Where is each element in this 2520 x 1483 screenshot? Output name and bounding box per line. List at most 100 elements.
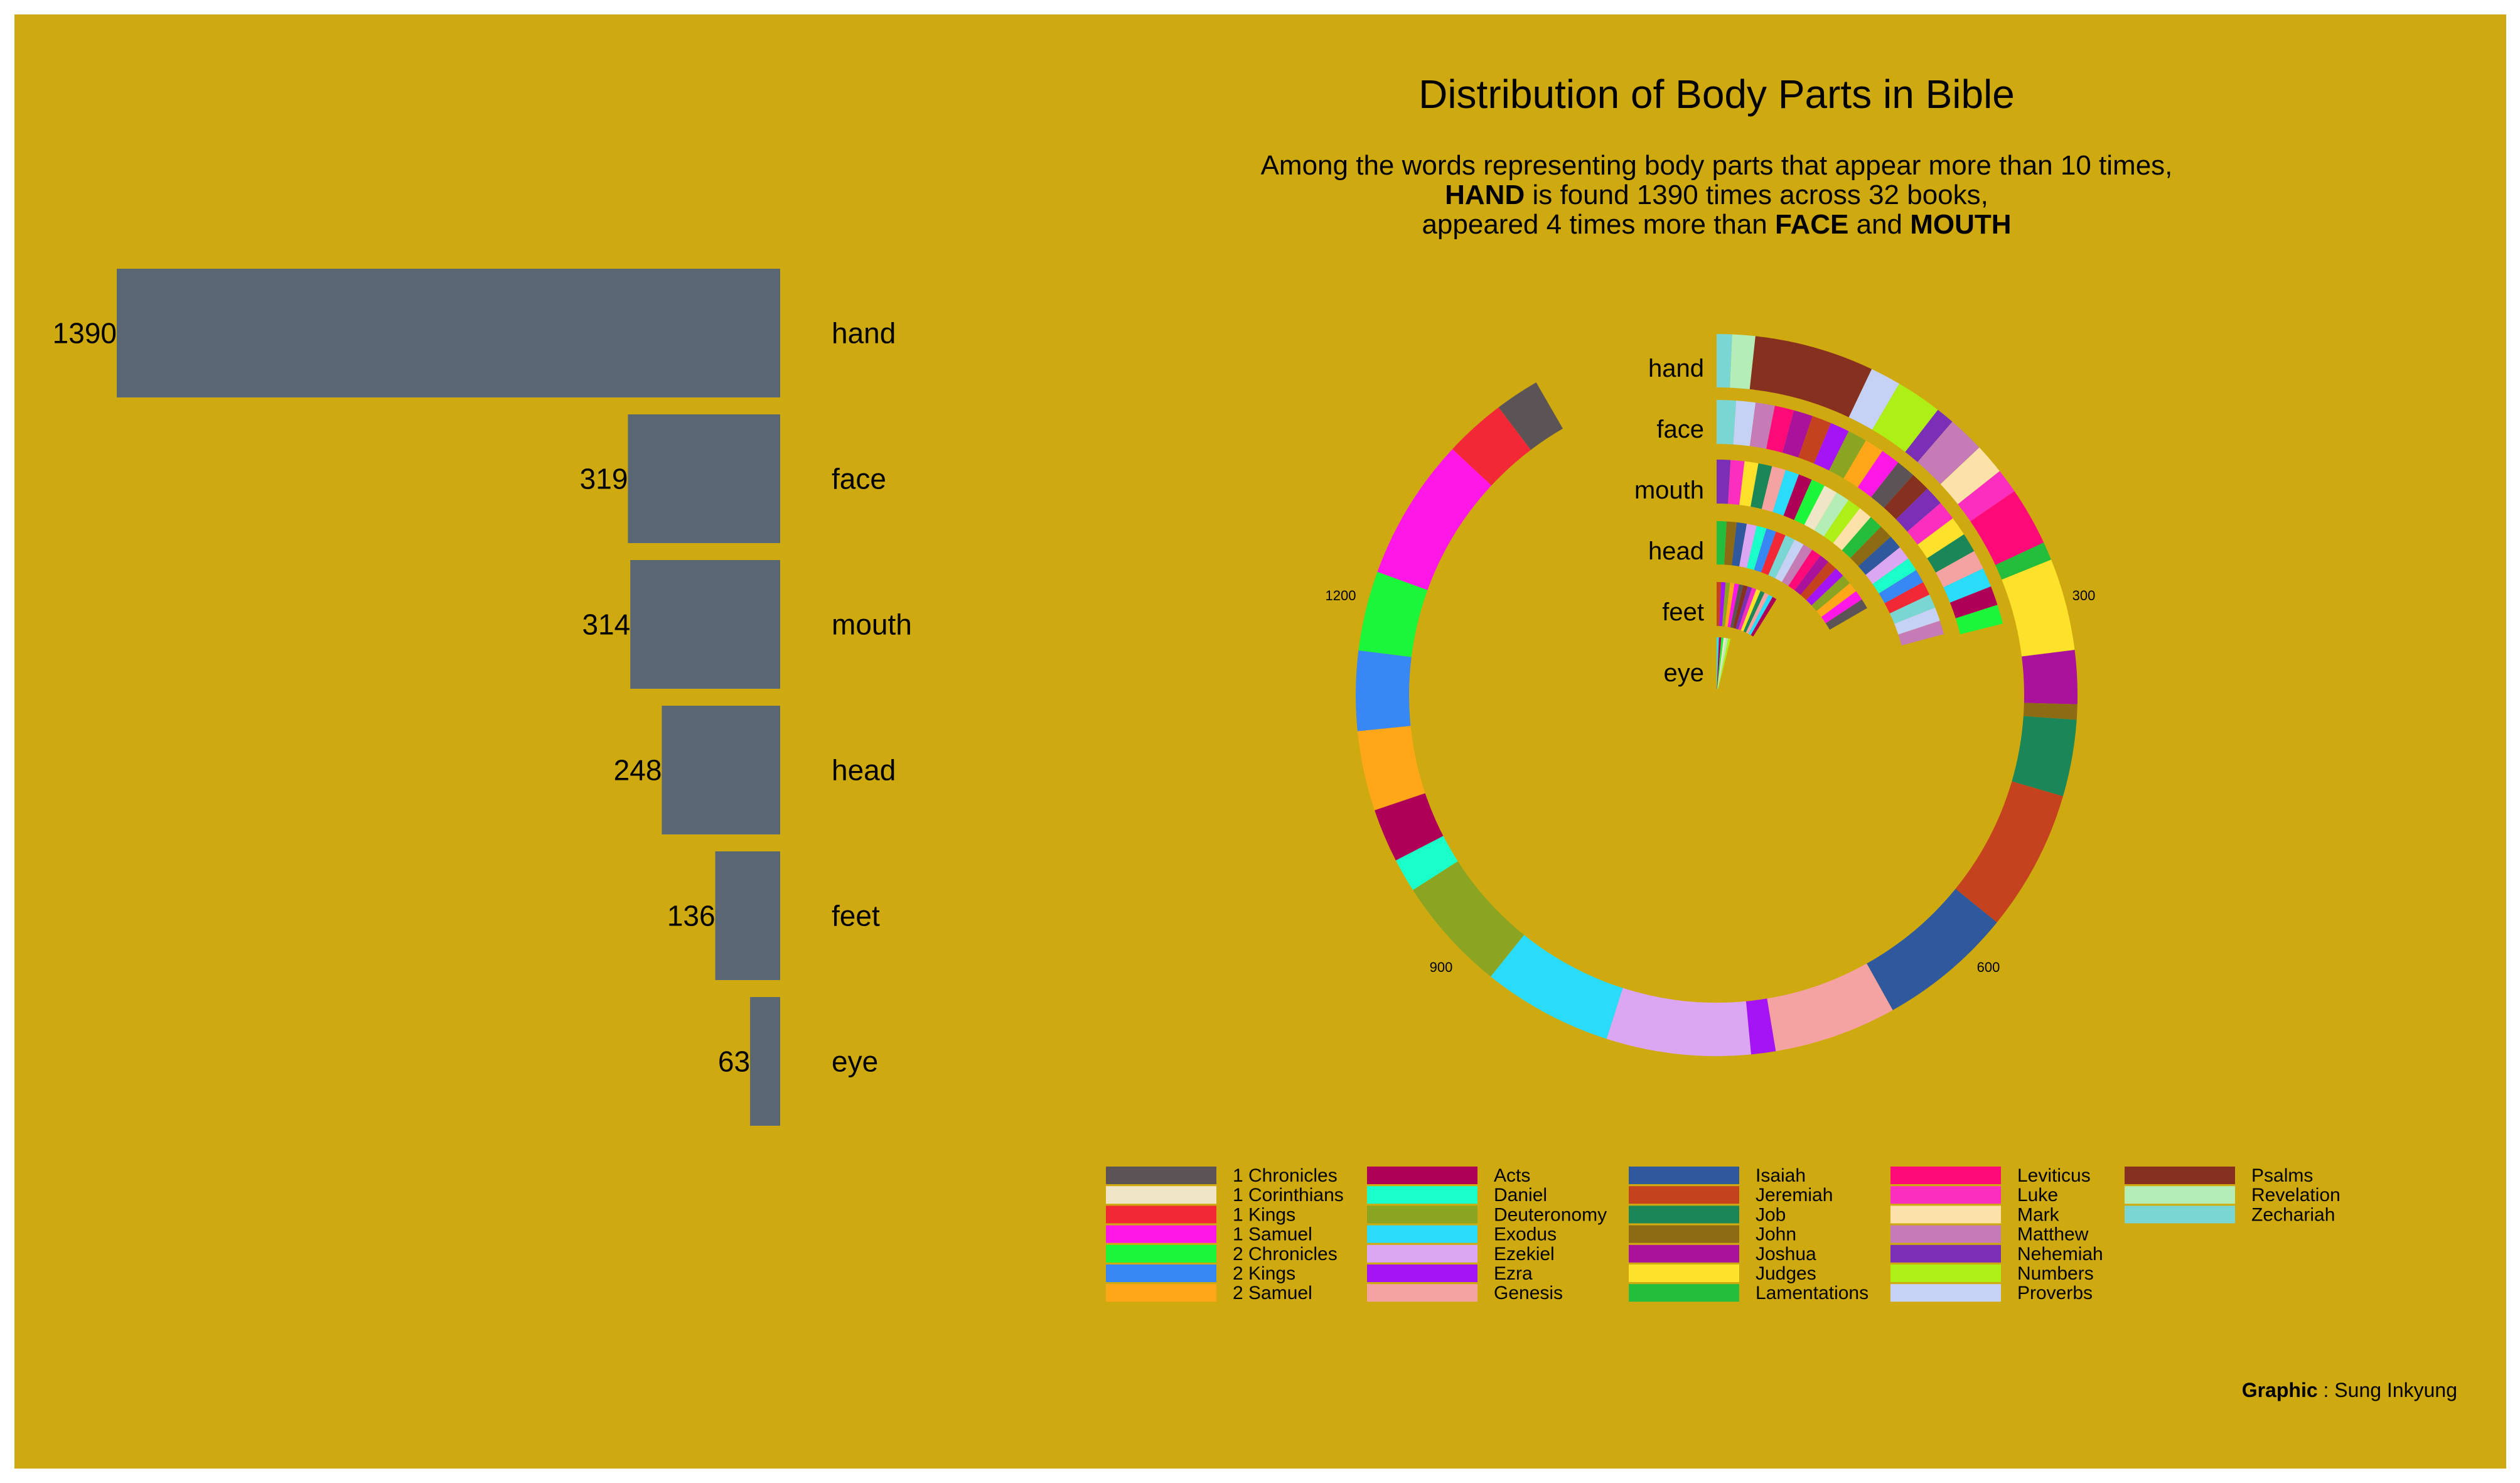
- inner-ring-segment: [1788, 549, 1821, 591]
- ring-label: hand: [1648, 355, 1704, 382]
- inner-ring-segment: [1814, 423, 1849, 471]
- hand-ring-segment: [1970, 491, 2044, 566]
- legend-swatch: [1106, 1225, 1216, 1243]
- inner-ring-segment: [1743, 591, 1765, 633]
- bar-face: [628, 414, 780, 543]
- ring-label: head: [1648, 537, 1704, 565]
- inner-ring-segment: [1754, 528, 1776, 573]
- inner-ring-segment: [1800, 561, 1836, 600]
- hand-ring-segment: [1498, 382, 1563, 450]
- ring-label: face: [1656, 416, 1704, 443]
- axis-tick-label: 600: [1977, 959, 2000, 975]
- credit-separator: :: [2317, 1379, 2335, 1401]
- inner-ring-segment: [1850, 526, 1891, 566]
- hand-ring-segment: [1413, 861, 1525, 977]
- bar-category-label: eye: [832, 1045, 878, 1078]
- subtitle-line2-rest: is found 1390 times across 32 books,: [1525, 180, 1988, 210]
- inner-ring-segment: [1722, 582, 1730, 627]
- inner-ring-segment: [1927, 534, 1975, 573]
- legend-swatch: [1629, 1284, 1739, 1302]
- inner-ring-segment: [1955, 605, 2003, 635]
- credit-name: Sung Inkyung: [2334, 1379, 2457, 1401]
- hand-ring-segment: [1745, 998, 1776, 1055]
- inner-ring-segment: [1872, 558, 1916, 594]
- legend-label: Job: [1756, 1204, 1786, 1225]
- legend-label: Acts: [1494, 1165, 1530, 1186]
- inner-ring-segment: [1794, 480, 1825, 525]
- inner-ring-segment: [1718, 638, 1731, 689]
- chart-subtitle-line1: Among the words representing body parts …: [1261, 150, 2173, 181]
- legend-swatch: [1629, 1205, 1739, 1224]
- ring-label: eye: [1664, 659, 1705, 687]
- inner-ring-segment: [1879, 570, 1924, 603]
- legend-swatch: [2125, 1186, 2235, 1204]
- legend-swatch: [1890, 1205, 2001, 1224]
- legend-label: John: [1756, 1224, 1796, 1245]
- axis-tick-label: 900: [1430, 959, 1453, 975]
- hand-ring-segment: [1490, 935, 1623, 1039]
- hand-ring-segment: [1958, 471, 2015, 522]
- axis-tick-label: 1200: [1326, 588, 1356, 603]
- inner-ring-segment: [1733, 585, 1748, 629]
- inner-ring-segment: [1727, 583, 1739, 628]
- inner-ring-segment: [1717, 638, 1729, 689]
- inner-ring-segment: [1943, 568, 1991, 603]
- hand-ring-segment: [1377, 449, 1492, 590]
- hand-ring-segment: [1767, 963, 1893, 1052]
- legend-swatch: [1890, 1186, 2001, 1204]
- legend-label: Luke: [2017, 1185, 2058, 1205]
- inner-ring-segment: [1751, 596, 1777, 637]
- legend-swatch: [1890, 1244, 2001, 1263]
- subtitle-hand-bold: HAND: [1445, 180, 1525, 210]
- legend-swatch: [1367, 1244, 1477, 1263]
- legend-swatch: [1106, 1205, 1216, 1224]
- hand-ring-segment: [1995, 542, 2052, 580]
- legend-label: Revelation: [2251, 1185, 2340, 1205]
- legend-label: Judges: [1756, 1263, 1816, 1284]
- legend-label: 1 Samuel: [1233, 1224, 1312, 1245]
- legend-swatch: [1890, 1265, 2001, 1282]
- inner-ring-segment: [1735, 586, 1752, 630]
- hand-ring-segment: [1375, 793, 1444, 861]
- bar-category-label: hand: [832, 317, 896, 350]
- legend-swatch: [1629, 1167, 1739, 1184]
- bar-value-label: 314: [582, 608, 630, 641]
- legend-swatch: [1367, 1265, 1477, 1282]
- inner-ring-segment: [1717, 637, 1719, 689]
- bar-value-label: 319: [580, 463, 628, 495]
- inner-ring-segment: [1917, 518, 1965, 559]
- inner-ring-segment: [1761, 531, 1786, 576]
- inner-ring-segment: [1907, 503, 1953, 545]
- inner-ring-segment: [1733, 401, 1756, 446]
- legend-label: Genesis: [1494, 1283, 1563, 1303]
- inner-ring-segment: [1811, 575, 1850, 612]
- legend-swatch: [1367, 1186, 1477, 1204]
- legend-label: Psalms: [2251, 1165, 2313, 1186]
- inner-ring-segment: [1768, 535, 1795, 579]
- hand-ring-segment: [1867, 888, 1997, 1010]
- hand-ring-segment: [1905, 409, 1953, 462]
- hand-ring-segment: [1749, 336, 1872, 418]
- legend-swatch: [1629, 1265, 1739, 1282]
- bar-chart: 1390 hand 319 face 314 mouth 248 head 136 feet 63 e…: [53, 269, 912, 1126]
- inner-ring-segment: [1949, 586, 1998, 618]
- legend-label: Leviticus: [2017, 1165, 2091, 1186]
- inner-ring-segment: [1884, 582, 1930, 614]
- inner-ring-segment: [1895, 488, 1941, 532]
- inner-ring-segment: [1748, 595, 1773, 635]
- inner-ring-segment: [1821, 591, 1862, 623]
- chart-title: Distribution of Body Parts in Bible: [1418, 72, 2015, 117]
- inner-ring-segment: [1783, 474, 1812, 520]
- inner-ring-segment: [1717, 582, 1722, 627]
- legend-label: 1 Kings: [1233, 1204, 1295, 1225]
- inner-ring-segment: [1829, 431, 1866, 478]
- inner-ring-segment: [1936, 551, 1983, 588]
- legend-swatch: [2125, 1167, 2235, 1184]
- hand-ring-segment: [1356, 650, 1412, 731]
- legend-label: Zechariah: [2251, 1204, 2335, 1225]
- inner-ring-segment: [1857, 451, 1899, 497]
- legend-swatch: [1890, 1225, 2001, 1243]
- chart-subtitle-line3: appeared 4 times more than FACE and MOUT…: [1422, 209, 2011, 240]
- inner-ring-segment: [1739, 461, 1759, 507]
